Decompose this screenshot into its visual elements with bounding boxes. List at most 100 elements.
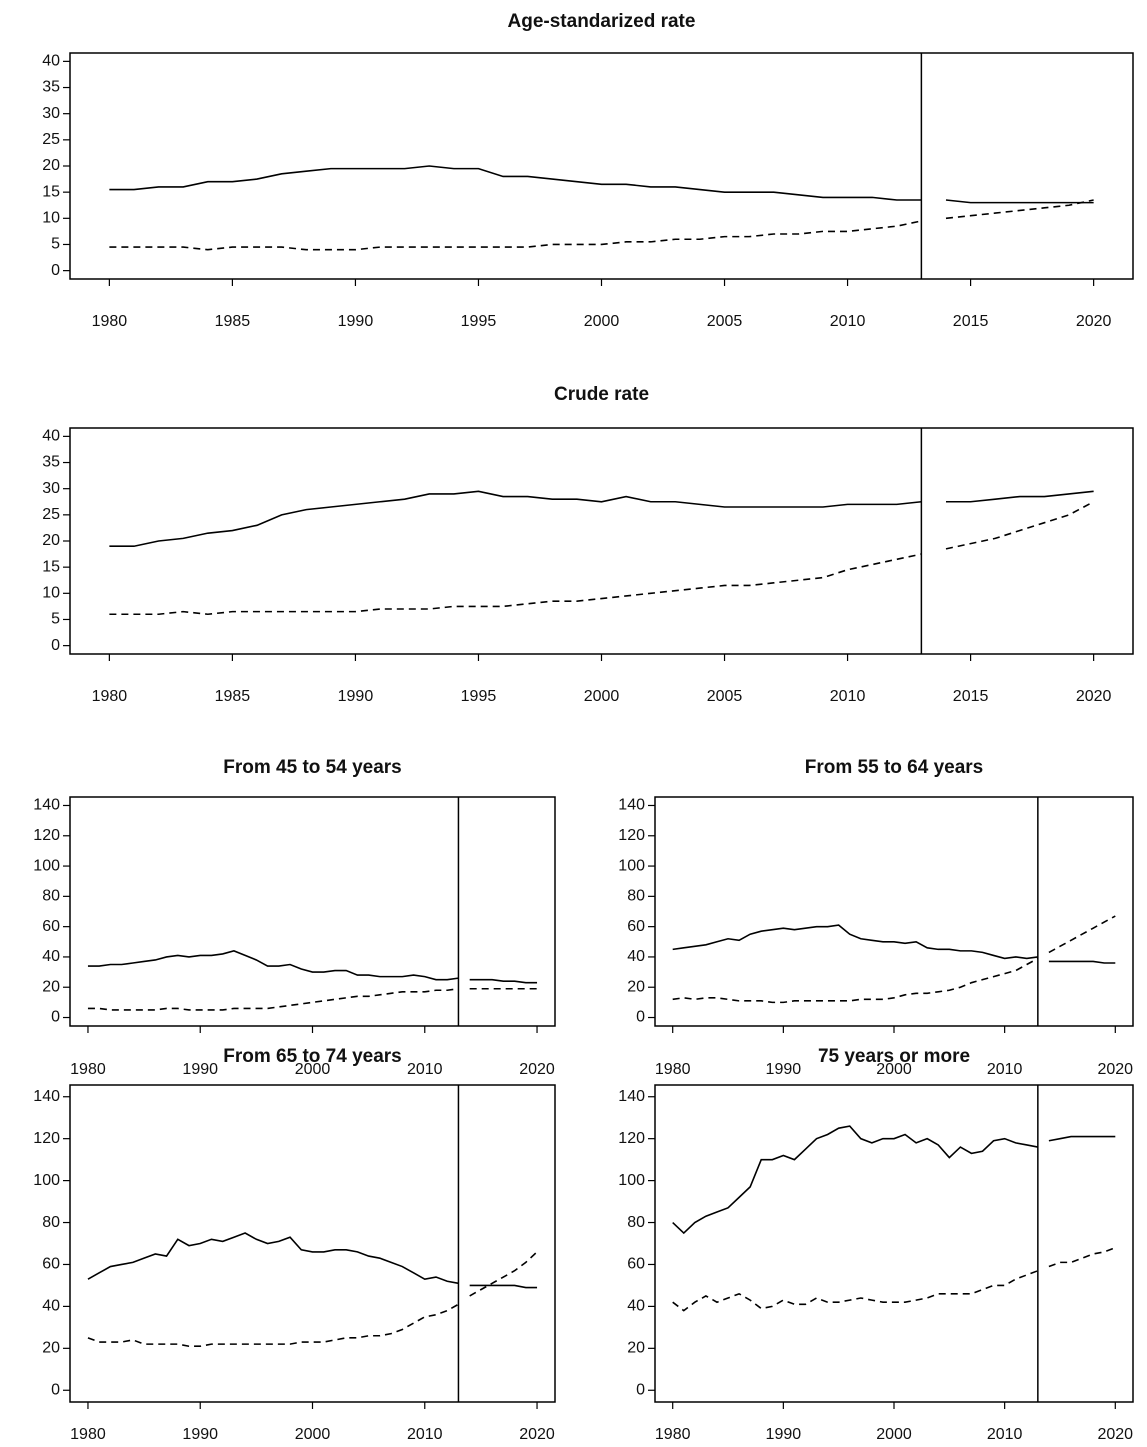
x-tick-label: 2020 (1097, 1061, 1133, 1078)
series-line (1048, 915, 1116, 954)
x-tick-label: 1990 (338, 313, 374, 330)
series-line (672, 1125, 1038, 1235)
x-tick-label: 2010 (830, 313, 866, 330)
y-tick-label: 0 (51, 1381, 60, 1398)
chart-title: 75 years or more (818, 1046, 970, 1067)
chart-title: Crude rate (554, 384, 649, 405)
y-tick-label: 25 (42, 131, 60, 148)
y-tick-label: 40 (627, 1298, 645, 1315)
series-line (87, 1303, 459, 1348)
x-tick-label: 2010 (407, 1061, 443, 1078)
series-line (469, 1251, 538, 1297)
x-tick-label: 2000 (876, 1426, 912, 1443)
y-tick-label: 10 (42, 585, 60, 602)
series-line (469, 1284, 538, 1289)
x-tick-label: 2020 (1076, 313, 1112, 330)
series-line (672, 1270, 1039, 1312)
y-tick-label: 100 (618, 857, 645, 874)
series-line (945, 199, 1094, 204)
series-line (87, 950, 459, 981)
x-tick-label: 2000 (584, 313, 620, 330)
x-tick-label: 1985 (215, 688, 251, 705)
plot-frame (654, 1084, 1134, 1403)
x-tick-label: 2010 (407, 1426, 443, 1443)
x-tick-label: 1990 (182, 1061, 218, 1078)
y-tick-label: 120 (33, 1130, 60, 1147)
plot-frame (654, 796, 1134, 1027)
y-tick-label: 20 (42, 978, 60, 995)
x-tick-label: 1990 (338, 688, 374, 705)
y-tick-label: 120 (618, 827, 645, 844)
y-tick-label: 0 (51, 1009, 60, 1026)
chart-title: Age-standarized rate (508, 11, 696, 32)
y-tick-label: 5 (51, 611, 60, 628)
y-tick-label: 5 (51, 236, 60, 253)
y-tick-label: 100 (618, 1172, 645, 1189)
x-tick-label: 1990 (182, 1426, 218, 1443)
x-tick-label: 2020 (519, 1061, 555, 1078)
chart-title: From 45 to 54 years (223, 757, 401, 778)
y-tick-label: 140 (33, 1088, 60, 1105)
y-tick-label: 35 (42, 79, 60, 96)
x-tick-label: 2000 (295, 1426, 331, 1443)
series-line (469, 978, 538, 984)
y-tick-label: 80 (42, 1214, 60, 1231)
y-tick-label: 40 (42, 948, 60, 965)
y-tick-label: 20 (42, 1340, 60, 1357)
y-tick-label: 140 (618, 797, 645, 814)
series-line (87, 987, 459, 1011)
y-tick-label: 15 (42, 183, 60, 200)
series-line (1048, 1246, 1116, 1268)
y-tick-label: 10 (42, 210, 60, 227)
x-tick-label: 1995 (461, 313, 497, 330)
x-tick-label: 1980 (70, 1426, 106, 1443)
x-tick-label: 2000 (295, 1061, 331, 1078)
series-line (1048, 960, 1116, 964)
x-tick-label: 2005 (707, 688, 743, 705)
x-tick-label: 2020 (1076, 688, 1112, 705)
y-tick-label: 30 (42, 480, 60, 497)
x-tick-label: 2005 (707, 313, 743, 330)
y-tick-label: 40 (42, 1298, 60, 1315)
y-tick-label: 15 (42, 558, 60, 575)
y-tick-label: 140 (33, 797, 60, 814)
x-tick-label: 1980 (70, 1061, 106, 1078)
y-tick-label: 0 (51, 637, 60, 654)
y-tick-label: 80 (42, 888, 60, 905)
y-tick-label: 0 (51, 262, 60, 279)
x-tick-label: 2015 (953, 313, 989, 330)
series-line (109, 165, 922, 201)
x-tick-label: 2010 (830, 688, 866, 705)
plot-frame (69, 1084, 556, 1403)
x-tick-label: 1980 (92, 313, 128, 330)
y-tick-label: 30 (42, 105, 60, 122)
x-tick-label: 1990 (766, 1061, 802, 1078)
y-tick-label: 0 (636, 1381, 645, 1398)
y-tick-label: 0 (636, 1009, 645, 1026)
y-tick-label: 25 (42, 506, 60, 523)
y-tick-label: 20 (42, 157, 60, 174)
series-line (109, 490, 922, 548)
x-tick-label: 1990 (766, 1426, 802, 1443)
series-line (945, 501, 1095, 550)
series-line (672, 924, 1038, 960)
plot-frame (69, 796, 556, 1027)
y-tick-label: 60 (42, 1256, 60, 1273)
x-tick-label: 2020 (1097, 1426, 1133, 1443)
series-line (87, 1232, 459, 1285)
y-tick-label: 140 (618, 1088, 645, 1105)
y-tick-label: 20 (42, 532, 60, 549)
series-line (1048, 1135, 1116, 1142)
y-tick-label: 120 (33, 827, 60, 844)
x-tick-label: 2020 (519, 1426, 555, 1443)
series-line (109, 553, 922, 616)
chart-title: From 65 to 74 years (223, 1046, 401, 1067)
y-tick-label: 120 (618, 1130, 645, 1147)
series-line (945, 199, 1094, 220)
x-tick-label: 2000 (876, 1061, 912, 1078)
y-tick-label: 20 (627, 978, 645, 995)
x-tick-label: 1980 (655, 1426, 691, 1443)
y-tick-label: 20 (627, 1340, 645, 1357)
x-tick-label: 1980 (655, 1061, 691, 1078)
